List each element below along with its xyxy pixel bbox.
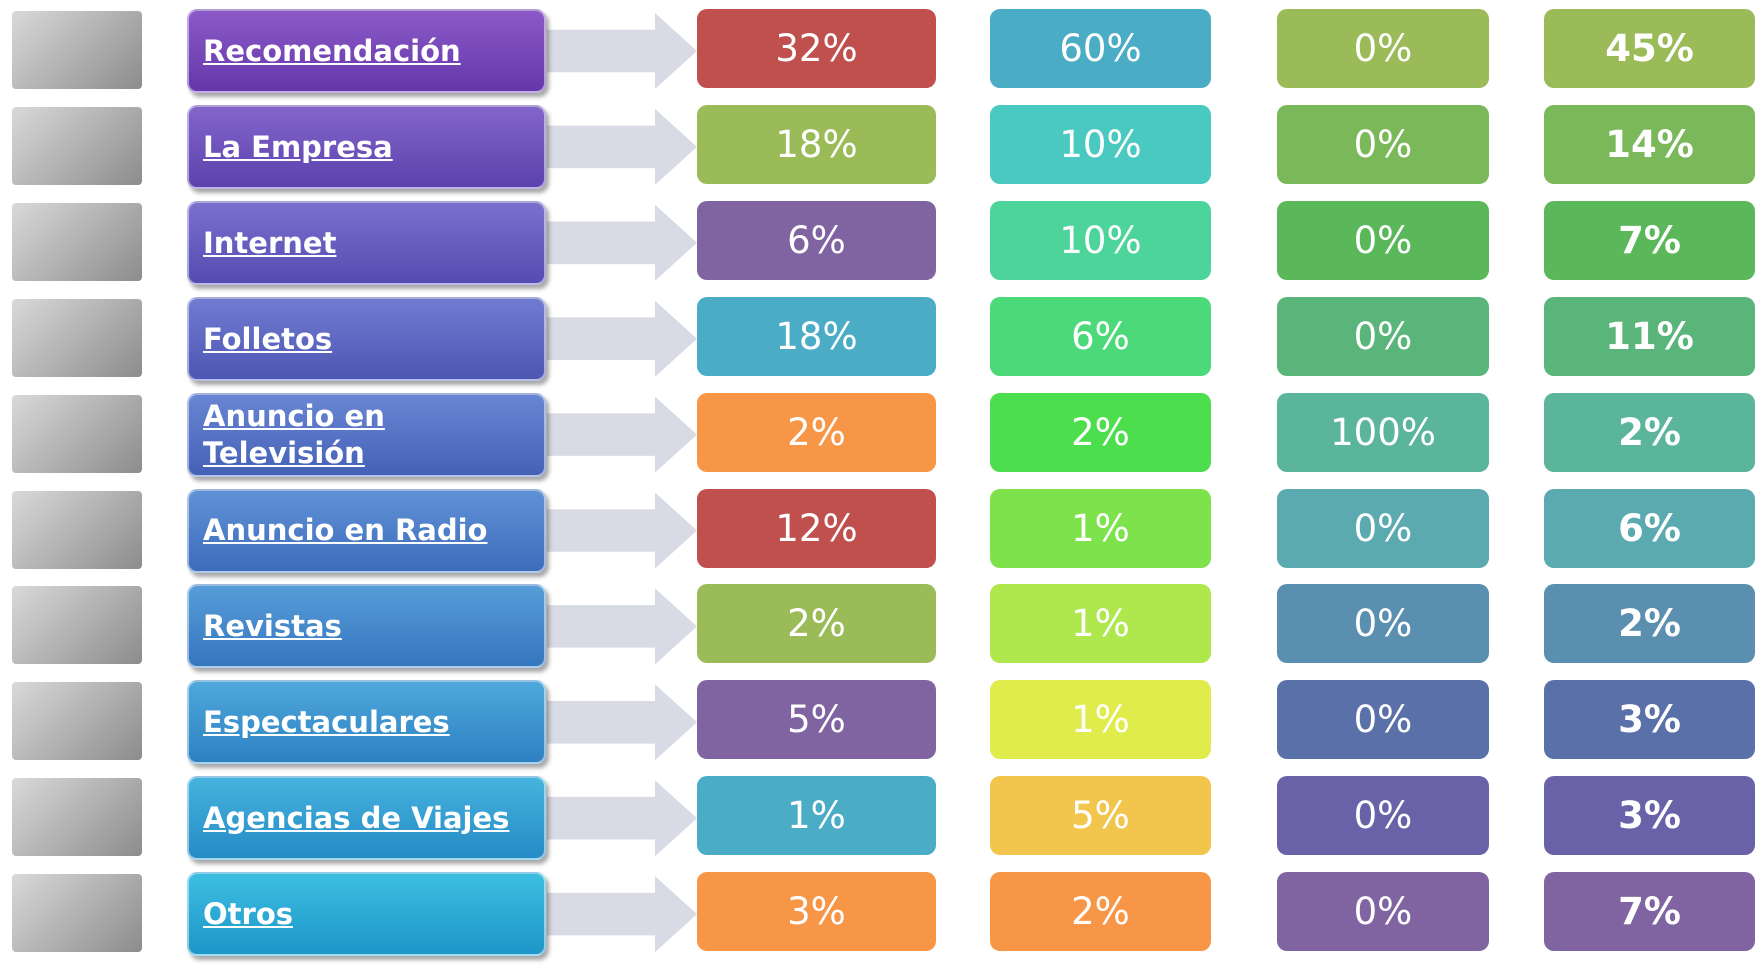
thumbnail <box>12 106 142 185</box>
percent-cell: 32% <box>697 9 936 88</box>
thumbnail <box>12 874 142 953</box>
percent-cell: 0% <box>1277 584 1489 664</box>
row-label: Internet <box>187 200 546 285</box>
percent-cell: 11% <box>1544 296 1755 376</box>
thumbnail <box>12 202 142 281</box>
percent-cell: 6% <box>990 296 1211 376</box>
percent-cell: 0% <box>1277 872 1489 952</box>
percent-cell: 0% <box>1277 776 1489 856</box>
row-label: Anuncio en Televisión <box>187 392 546 477</box>
percent-cell: 10% <box>990 200 1211 280</box>
percent-cell: 18% <box>697 296 936 376</box>
percent-cell: 0% <box>1277 9 1489 88</box>
percent-cell: 3% <box>697 872 936 952</box>
percent-cell: 2% <box>697 392 936 472</box>
row-label: Anuncio en Radio <box>187 488 546 573</box>
row-label: Otros <box>187 872 546 957</box>
percent-cell: 2% <box>1544 392 1755 472</box>
percent-cell: 1% <box>697 776 936 856</box>
percent-cell: 0% <box>1277 488 1489 568</box>
thumbnail <box>12 394 142 473</box>
percent-cell: 7% <box>1544 200 1755 280</box>
arrow <box>547 204 697 281</box>
percent-cell: 5% <box>990 776 1211 856</box>
thumbnail <box>12 11 142 89</box>
arrow <box>547 108 697 185</box>
row-label: Agencias de Viajes <box>187 776 546 861</box>
percent-cell: 7% <box>1544 872 1755 952</box>
arrow <box>547 13 697 89</box>
arrow <box>547 300 697 377</box>
percent-cell: 1% <box>990 584 1211 664</box>
percent-cell: 0% <box>1277 296 1489 376</box>
percent-cell: 14% <box>1544 104 1755 184</box>
thumbnail <box>12 298 142 377</box>
row-label: Folletos <box>187 296 546 381</box>
percent-cell: 3% <box>1544 680 1755 760</box>
arrow <box>547 684 697 761</box>
arrow <box>547 876 697 953</box>
row-label: Recomendación <box>187 9 546 93</box>
percent-cell: 60% <box>990 9 1211 88</box>
percent-cell: 2% <box>990 872 1211 952</box>
thumbnail <box>12 682 142 761</box>
percent-cell: 0% <box>1277 680 1489 760</box>
percent-cell: 3% <box>1544 776 1755 856</box>
percent-cell: 18% <box>697 104 936 184</box>
row-label: Espectaculares <box>187 680 546 765</box>
percent-cell: 1% <box>990 488 1211 568</box>
percent-cell: 5% <box>697 680 936 760</box>
thumbnail <box>12 778 142 857</box>
row-label: Revistas <box>187 584 546 669</box>
percent-cell: 6% <box>697 200 936 280</box>
percent-cell: 45% <box>1544 9 1755 88</box>
percent-cell: 2% <box>990 392 1211 472</box>
percent-cell: 2% <box>697 584 936 664</box>
percent-cell: 1% <box>990 680 1211 760</box>
thumbnail <box>12 490 142 569</box>
arrow <box>547 780 697 857</box>
percent-cell: 10% <box>990 104 1211 184</box>
arrow <box>547 492 697 569</box>
row-label: La Empresa <box>187 104 546 189</box>
percent-cell: 12% <box>697 488 936 568</box>
percent-cell: 2% <box>1544 584 1755 664</box>
arrow <box>547 588 697 665</box>
arrow <box>547 396 697 473</box>
percent-cell: 6% <box>1544 488 1755 568</box>
percent-cell: 0% <box>1277 200 1489 280</box>
percent-cell: 0% <box>1277 104 1489 184</box>
percent-cell: 100% <box>1277 392 1489 472</box>
thumbnail <box>12 586 142 665</box>
